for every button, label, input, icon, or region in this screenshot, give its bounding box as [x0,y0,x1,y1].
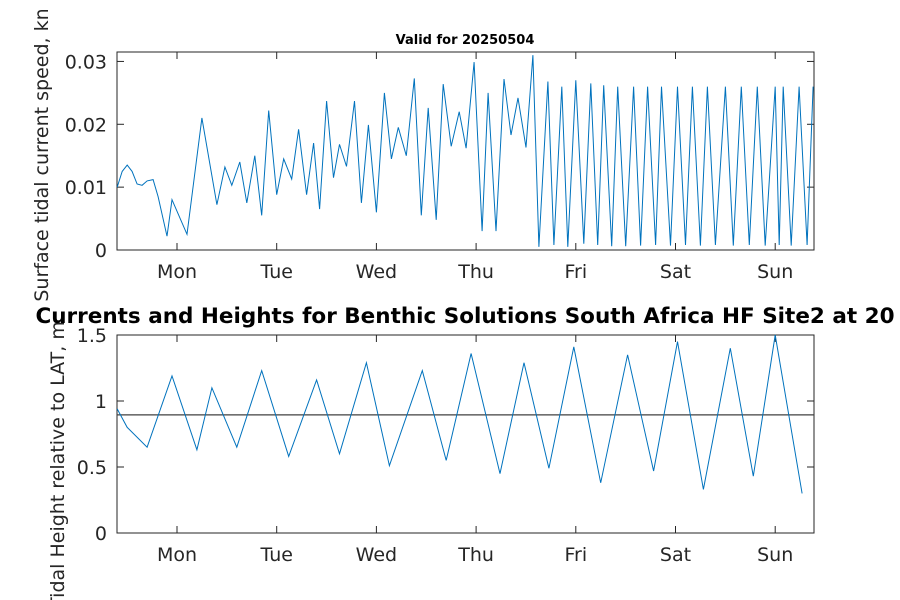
tidal-height-x-tick-label: Tue [259,544,292,566]
current-speed-x-tick-label: Fri [564,261,587,283]
tidal-height-panel: 0 0.5 1 1.5 Mon Tue Wed Thu Fri Sat Sun Tidal Hei… [47,321,815,600]
current-speed-y-tick-label: 0.01 [65,177,107,199]
tidal-height-y-tick-label: 0 [95,523,107,545]
current-speed-y-tick-label: 0.03 [65,51,107,73]
current-speed-x-tick-label: Tue [259,261,292,283]
current-speed-x-tick-label: Thu [457,261,494,283]
current-speed-series-line [116,55,814,247]
tidal-height-x-tick-label: Fri [564,544,587,566]
tidal-height-y-tick-label: 1.5 [77,325,107,347]
current-speed-y-tick-label: 0.02 [65,114,107,136]
tidal-height-y-tick-label: 1 [95,391,107,413]
panel-title: Valid for 20250504 [396,33,535,48]
tidal-height-y-axis-label: Tidal Height relative to LAT, m [47,321,69,600]
tidal-height-x-tick-label: Mon [157,544,197,566]
current-speed-axes-box [116,51,815,251]
current-speed-x-tick-label: Wed [356,261,397,283]
tidal-height-x-tick-label: Wed [356,544,397,566]
tidal-height-x-tick-label: Sat [660,544,691,566]
current-speed-x-tick-label: Sun [757,261,793,283]
figure-main-title: Currents and Heights for Benthic Solutio… [35,304,894,329]
current-speed-y-tick-label: 0 [95,240,107,262]
current-speed-x-tick-label: Sat [660,261,691,283]
current-speed-x-tick-label: Mon [157,261,197,283]
current-speed-y-axis-label: Surface tidal current speed, kn [31,8,53,301]
current-speed-panel: Valid for 20250504 0 0.01 0.02 0.03 Mon Tue W… [31,8,815,302]
tidal-height-series-line [116,334,803,494]
tidal-height-axes-box [116,334,815,534]
tidal-height-y-tick-label: 0.5 [77,457,107,479]
tidal-height-x-tick-label: Sun [757,544,793,566]
tidal-height-x-tick-label: Thu [457,544,494,566]
